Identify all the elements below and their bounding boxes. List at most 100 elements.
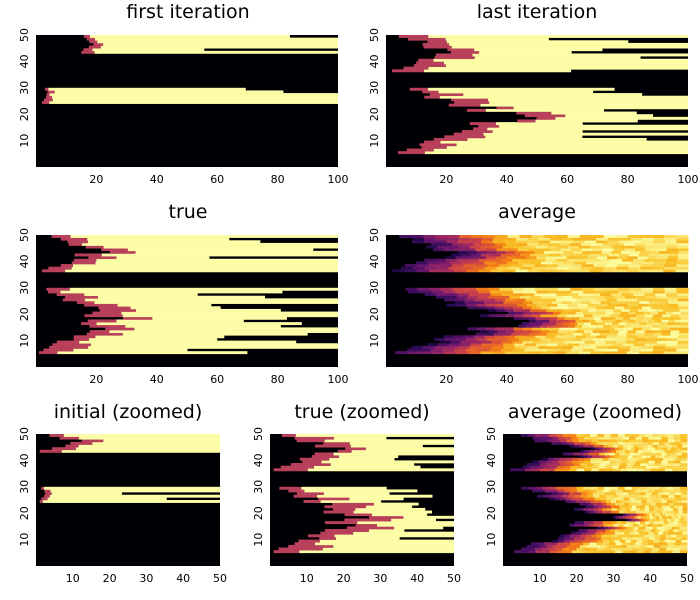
cell-average [681,319,689,323]
cell-average [611,250,622,254]
cell-average [679,314,689,318]
cell-red [81,439,104,443]
cell-average [528,486,536,490]
cell-average [635,497,642,501]
cell-average [646,529,652,532]
x-tick-label: 10 [300,572,314,585]
cell-average [427,261,440,265]
cell-average [629,531,635,535]
cell-average [667,335,679,339]
cell-average [670,447,676,451]
cell-average [584,536,591,540]
cell-average [661,330,672,333]
cell-average [679,468,688,472]
cell-average [564,332,574,336]
cell-average [526,463,534,466]
cell-average [602,457,610,461]
cell-average [571,301,582,304]
cell-average [469,240,482,244]
cell-red [49,434,64,437]
cell-average [646,463,655,466]
cell-average [583,486,591,490]
cell-average [653,330,663,333]
cell-average [641,455,647,459]
cell-average [646,515,651,519]
cell-average [592,502,598,506]
cell-average [490,253,502,257]
cell-average [619,301,631,304]
cell-average [601,529,607,532]
cell-average [408,290,421,294]
cell-average [454,290,468,294]
cell-yellow [51,492,122,496]
cell-average [641,441,648,445]
cell-average [491,245,504,249]
cell-average [567,303,578,307]
cell-average [659,324,668,328]
cell-average [602,242,614,246]
cell-red [433,137,468,141]
cell-average [446,237,459,241]
cell-average [445,256,456,260]
cell-average [647,539,654,543]
cell-average [581,332,592,336]
cell-red [68,242,82,246]
cell-average [635,460,643,464]
cell-average [677,337,689,341]
cell-average [448,343,461,347]
cell-average [632,322,640,326]
cell-average [639,351,652,355]
cell-average [564,269,578,273]
cell-average [639,534,645,538]
cell-average [675,441,682,445]
cell-average [593,510,599,514]
cell-average [642,502,648,506]
cell-average [654,521,660,525]
cell-average [560,311,569,315]
cell-average [611,245,624,249]
cell-average [678,513,683,517]
cell-average [653,515,657,519]
cell-average [579,343,591,347]
cell-average [621,521,627,525]
cell-average [677,521,683,525]
cell-average [592,314,602,318]
cell-average [438,261,451,265]
cell-average [521,322,530,326]
cell-average [579,523,585,527]
cell-red [323,441,350,445]
cell-average [646,513,650,517]
cell-average [620,449,626,453]
cell-average [405,287,418,291]
cell-average [516,242,528,246]
cell-average [682,502,688,506]
cell-average [665,515,670,519]
cell-average [677,258,689,262]
cell-red [51,447,77,451]
cell-red [311,455,340,459]
cell-average [618,322,627,326]
cell-average [653,526,658,530]
cell-average [626,518,630,522]
cell-yellow [366,505,413,509]
cell-average [657,335,669,339]
cell-average [616,266,629,270]
cell-average [681,539,688,543]
cell-average [631,518,635,522]
cell-average [589,258,601,262]
cell-average [678,447,684,451]
cell-average [557,316,565,320]
cell-average [495,242,507,246]
cell-average [584,465,592,469]
cell-average [638,253,650,257]
cell-average [524,250,535,254]
cell-average [644,258,656,262]
cell-average [562,319,570,323]
cell-average [504,351,518,355]
cell-yellow [57,351,248,355]
cell-average [538,308,548,312]
cell-average [682,444,688,448]
cell-average [455,337,467,341]
cell-average [447,235,460,238]
cell-average [638,486,647,490]
